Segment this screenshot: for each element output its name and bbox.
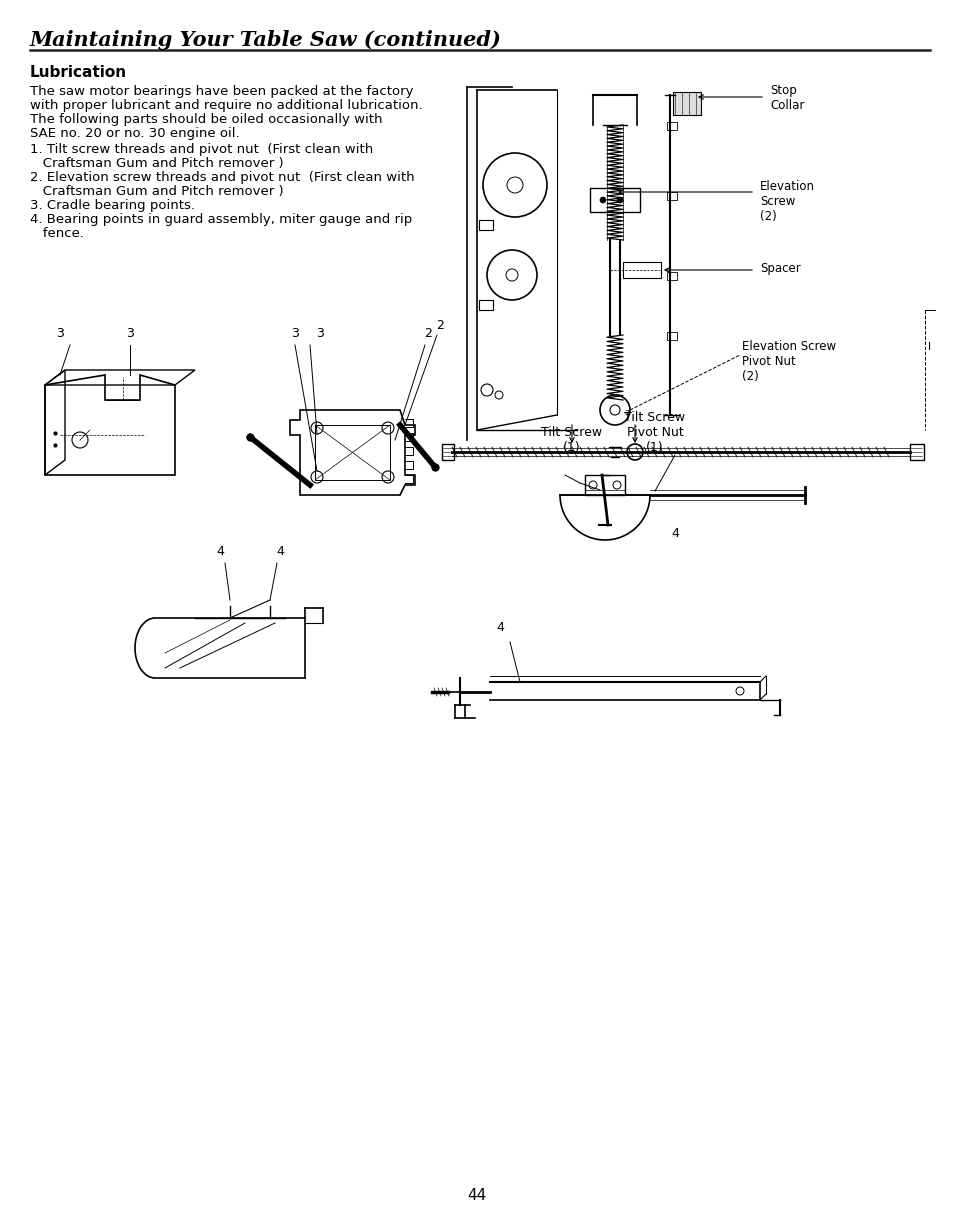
Text: Elevation
Screw
(2): Elevation Screw (2) (760, 180, 814, 224)
Text: Maintaining Your Table Saw (continued): Maintaining Your Table Saw (continued) (30, 30, 501, 50)
Text: 2. Elevation screw threads and pivot nut  (First clean with: 2. Elevation screw threads and pivot nut… (30, 171, 415, 183)
Text: Tilt Screw
Pivot Nut
(1): Tilt Screw Pivot Nut (1) (624, 411, 685, 454)
Text: 4: 4 (275, 546, 284, 558)
Circle shape (599, 197, 605, 203)
Bar (666, 332, 677, 340)
Text: 2: 2 (424, 327, 432, 340)
Text: 3: 3 (291, 327, 298, 340)
Bar (666, 122, 677, 130)
Text: SAE no. 20 or no. 30 engine oil.: SAE no. 20 or no. 30 engine oil. (30, 128, 239, 140)
Text: 2: 2 (436, 320, 443, 332)
Bar (478, 220, 493, 230)
Bar (441, 443, 454, 460)
Text: 3: 3 (315, 327, 324, 340)
Circle shape (617, 197, 622, 203)
Text: Stop
Collar: Stop Collar (769, 84, 803, 112)
Bar (909, 443, 923, 460)
Text: 4. Bearing points in guard assembly, miter gauge and rip: 4. Bearing points in guard assembly, mit… (30, 213, 412, 226)
Text: 4: 4 (670, 527, 679, 539)
Bar (672, 92, 700, 115)
Text: 4: 4 (496, 621, 503, 634)
Text: 4: 4 (215, 546, 224, 558)
Text: 1. Tilt screw threads and pivot nut  (First clean with: 1. Tilt screw threads and pivot nut (Fir… (30, 143, 373, 156)
Text: The following parts should be oiled occasionally with: The following parts should be oiled occa… (30, 113, 382, 126)
Text: 44: 44 (467, 1188, 486, 1203)
Text: with proper lubricant and require no additional lubrication.: with proper lubricant and require no add… (30, 98, 422, 112)
Bar (584, 475, 624, 495)
Text: Lubrication: Lubrication (30, 64, 127, 80)
Text: 3: 3 (56, 327, 64, 340)
Text: Craftsman Gum and Pitch remover ): Craftsman Gum and Pitch remover ) (30, 185, 283, 198)
Text: Elevation Screw
Pivot Nut
(2): Elevation Screw Pivot Nut (2) (741, 340, 835, 383)
Text: Spacer: Spacer (760, 262, 800, 275)
Text: a: a (624, 408, 630, 417)
Text: Craftsman Gum and Pitch remover ): Craftsman Gum and Pitch remover ) (30, 157, 283, 170)
Text: l: l (927, 341, 930, 352)
Text: Tilt Screw
(1): Tilt Screw (1) (541, 426, 602, 454)
Bar (478, 300, 493, 310)
Text: 3: 3 (126, 327, 133, 340)
Text: The saw motor bearings have been packed at the factory: The saw motor bearings have been packed … (30, 85, 413, 98)
Bar (622, 262, 660, 278)
Bar (666, 272, 677, 279)
Text: 3. Cradle bearing points.: 3. Cradle bearing points. (30, 199, 194, 211)
Text: fence.: fence. (30, 227, 84, 241)
Bar (589, 188, 639, 211)
Bar (666, 192, 677, 200)
